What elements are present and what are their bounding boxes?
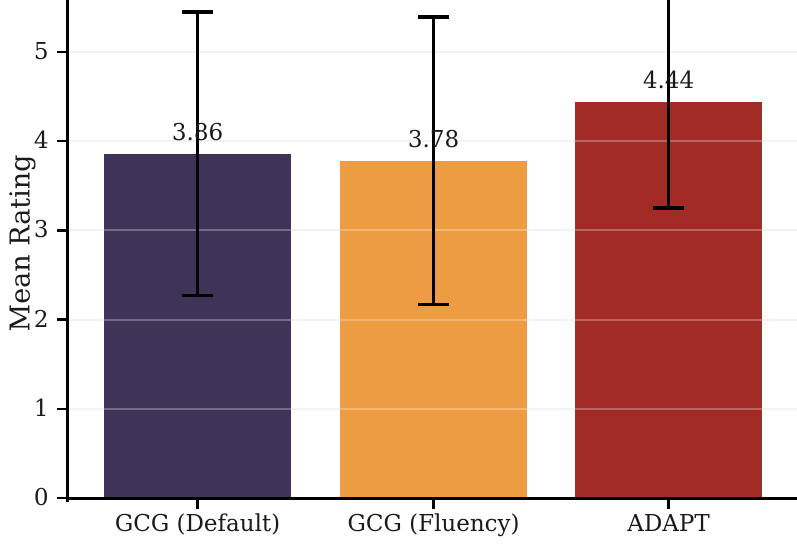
y-tick-label-3: 3 [33,217,49,244]
error-bar-bottom-cap-gcg-default [182,293,213,298]
y-tick-mark-4 [56,139,66,143]
gridline-overlay-1 [69,407,797,410]
y-axis-spine [65,0,69,502]
value-label-gcg-default: 3.86 [171,119,224,146]
gridline-overlay-2 [69,318,797,321]
y-axis-title: Mean Rating [5,154,37,332]
y-tick-label-0: 0 [33,485,49,511]
y-tick-label-2: 2 [33,306,49,333]
y-tick-mark-2 [56,318,66,321]
x-tick-label-gcg-fluency: GCG (Fluency) [347,511,520,537]
x-tick-mark-adapt [667,500,670,509]
y-tick-label-4: 4 [33,128,49,155]
error-bar-bottom-cap-adapt [653,206,684,210]
x-tick-label-gcg-default: GCG (Default) [114,511,281,537]
error-bar-line-gcg-fluency [431,17,436,305]
x-tick-label-adapt: ADAPT [627,511,710,537]
error-bar-line-adapt [666,0,671,209]
y-tick-mark-5 [56,50,66,54]
value-label-adapt: 4.44 [642,67,695,94]
x-tick-mark-gcg-fluency [432,500,435,509]
x-tick-mark-gcg-default [196,500,199,509]
error-bar-top-cap-gcg-fluency [418,15,449,19]
y-tick-label-1: 1 [33,395,49,422]
x-axis-spine [65,496,797,500]
y-tick-mark-0 [56,496,66,500]
error-bar-line-gcg-default [195,11,200,296]
error-bar-top-cap-gcg-default [182,10,213,14]
y-tick-mark-1 [56,407,66,411]
value-label-gcg-fluency: 3.78 [407,126,460,153]
y-tick-mark-3 [56,229,66,232]
y-tick-label-5: 5 [33,39,49,65]
error-bar-bottom-cap-gcg-fluency [418,302,449,307]
